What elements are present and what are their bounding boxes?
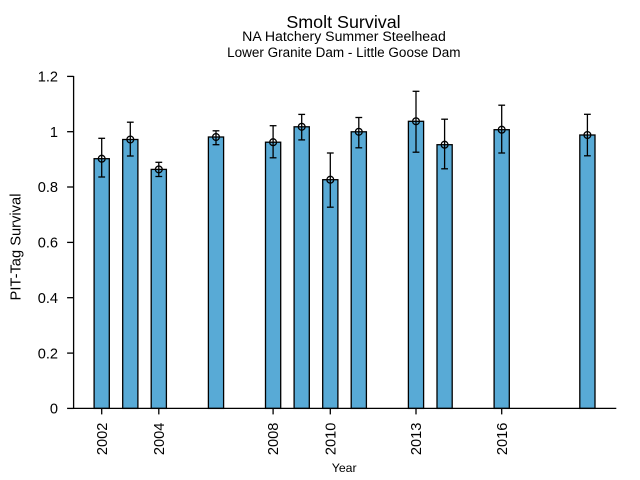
svg-text:Lower Granite Dam - Little Goo: Lower Granite Dam - Little Goose Dam (227, 45, 460, 60)
svg-text:PIT-Tag Survival: PIT-Tag Survival (8, 194, 24, 301)
svg-text:0.4: 0.4 (38, 291, 58, 307)
svg-text:0: 0 (50, 402, 58, 418)
svg-text:2013: 2013 (409, 423, 425, 455)
svg-text:1.2: 1.2 (38, 70, 58, 86)
svg-text:0.6: 0.6 (38, 236, 58, 252)
svg-text:0.2: 0.2 (38, 346, 58, 362)
svg-text:Smolt Survival: Smolt Survival (286, 12, 400, 32)
svg-text:NA Hatchery Summer Steelhead: NA Hatchery Summer Steelhead (242, 28, 446, 44)
svg-text:2016: 2016 (495, 423, 511, 455)
svg-text:0.8: 0.8 (38, 180, 58, 196)
svg-text:2002: 2002 (95, 423, 111, 455)
svg-text:2004: 2004 (152, 423, 168, 455)
svg-text:2008: 2008 (266, 423, 282, 455)
svg-text:1: 1 (50, 125, 58, 141)
svg-text:Year: Year (332, 461, 357, 475)
svg-text:2010: 2010 (323, 423, 339, 455)
